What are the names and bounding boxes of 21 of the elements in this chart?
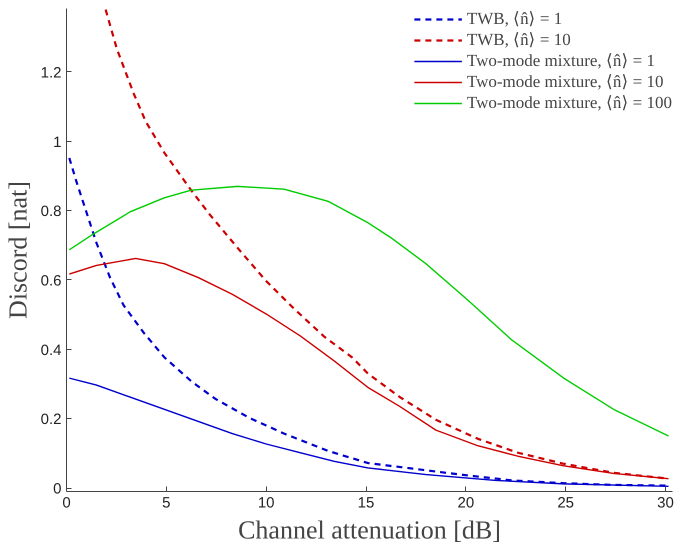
y-tick-label: 0.4: [40, 342, 62, 359]
x-tick-label: 25: [557, 494, 574, 512]
y-tick-label: 0: [53, 480, 62, 498]
legend-label: TWB, ⟨n̂⟩ = 10: [466, 29, 571, 50]
x-tick-label: 5: [162, 494, 171, 512]
legend-label: Two-mode mixture, ⟨n̂⟩ = 1: [466, 50, 655, 71]
y-tick-label: 0.2: [40, 411, 62, 428]
y-tick-label: 0.6: [40, 272, 62, 290]
legend-label: TWB, ⟨n̂⟩ = 1: [466, 8, 562, 29]
x-tick-label: 15: [358, 494, 374, 512]
x-tick-label: 30: [657, 494, 674, 512]
legend-label: Two-mode mixture, ⟨n̂⟩ = 100: [466, 92, 672, 113]
x-tick-label: 20: [458, 494, 474, 512]
y-tick-label: 1: [53, 134, 62, 151]
y-axis-title: Discord [nat]: [4, 181, 33, 319]
y-tick-label: 1.2: [40, 64, 62, 82]
x-axis-title: Channel attenuation [dB]: [238, 516, 501, 544]
y-tick-label: 0.8: [40, 203, 62, 220]
x-tick-label: 10: [258, 494, 275, 512]
line-series: [68, 186, 670, 437]
legend-label: Two-mode mixture, ⟨n̂⟩ = 10: [466, 71, 664, 92]
